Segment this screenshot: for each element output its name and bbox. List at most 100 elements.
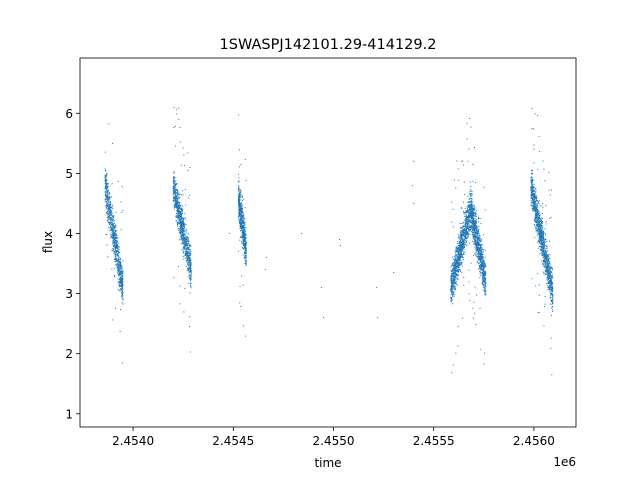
data-point [455, 282, 457, 284]
data-point [461, 245, 463, 247]
data-point [120, 280, 122, 282]
data-point [463, 211, 465, 213]
data-point [485, 281, 487, 283]
data-point [178, 205, 180, 207]
data-point [239, 207, 241, 209]
data-point [177, 200, 179, 202]
data-point [475, 213, 477, 215]
data-point [459, 262, 461, 264]
data-point [121, 283, 123, 285]
data-point [112, 218, 114, 220]
data-point [531, 128, 533, 130]
data-point [453, 264, 455, 266]
data-point [110, 222, 112, 224]
data-point [480, 275, 482, 277]
data-point [459, 258, 461, 260]
data-point [456, 269, 458, 271]
data-point [117, 253, 119, 255]
data-point [450, 279, 452, 281]
data-point [479, 253, 481, 255]
data-point [482, 283, 484, 285]
data-point [472, 221, 474, 223]
data-point [181, 229, 183, 231]
data-point [476, 246, 478, 248]
data-point [178, 219, 180, 221]
data-point [539, 231, 541, 233]
data-point [181, 223, 183, 225]
data-point [453, 273, 455, 275]
data-point [183, 219, 185, 221]
data-point [482, 277, 484, 279]
data-point [471, 225, 473, 227]
data-point [536, 220, 538, 222]
data-point [472, 236, 474, 238]
data-point [540, 249, 542, 251]
data-point [238, 215, 240, 217]
data-point [187, 244, 189, 246]
data-point [458, 247, 460, 249]
data-point [122, 286, 124, 288]
data-point [105, 184, 107, 186]
data-point [105, 180, 107, 182]
data-point [455, 277, 457, 279]
data-point [461, 271, 463, 273]
data-point [474, 224, 476, 226]
data-point [549, 303, 551, 305]
data-point [482, 279, 484, 281]
data-point [121, 276, 123, 278]
data-point [179, 206, 181, 208]
data-point [547, 273, 549, 275]
data-point [482, 280, 484, 282]
data-point [180, 215, 182, 217]
data-point [117, 271, 119, 273]
data-point [468, 227, 470, 229]
data-point [111, 212, 113, 214]
data-point [463, 253, 465, 255]
data-point [173, 192, 175, 194]
data-point [108, 209, 110, 211]
data-point [188, 265, 190, 267]
data-point [117, 247, 119, 249]
data-point [190, 264, 192, 266]
data-point [121, 295, 123, 297]
data-point [188, 251, 190, 253]
data-point [480, 254, 482, 256]
data-point [484, 281, 486, 283]
data-point [473, 234, 475, 236]
data-point [245, 264, 247, 266]
data-point [468, 222, 470, 224]
data-point [471, 206, 473, 208]
data-point [474, 237, 476, 239]
data-point [457, 345, 459, 347]
data-point [473, 232, 475, 234]
data-point [463, 222, 465, 224]
data-point [110, 221, 112, 223]
data-point [112, 230, 114, 232]
data-point [471, 222, 473, 224]
data-point [457, 259, 459, 261]
data-point [115, 238, 117, 240]
data-point [482, 265, 484, 267]
data-point [468, 209, 470, 211]
data-point [457, 264, 459, 266]
data-point [471, 224, 473, 226]
data-point [462, 225, 464, 227]
data-point [460, 261, 462, 263]
data-point [175, 215, 177, 217]
data-point [479, 257, 481, 259]
data-point [458, 263, 460, 265]
data-point [464, 207, 466, 209]
data-point [462, 234, 464, 236]
data-point [544, 242, 546, 244]
data-point [465, 228, 467, 230]
data-point [117, 268, 119, 270]
data-point [471, 210, 473, 212]
data-point [458, 255, 460, 257]
data-point [547, 261, 549, 263]
data-point [467, 217, 469, 219]
data-point [182, 194, 184, 196]
data-point [475, 240, 477, 242]
data-point [540, 227, 542, 229]
data-point [180, 239, 182, 241]
